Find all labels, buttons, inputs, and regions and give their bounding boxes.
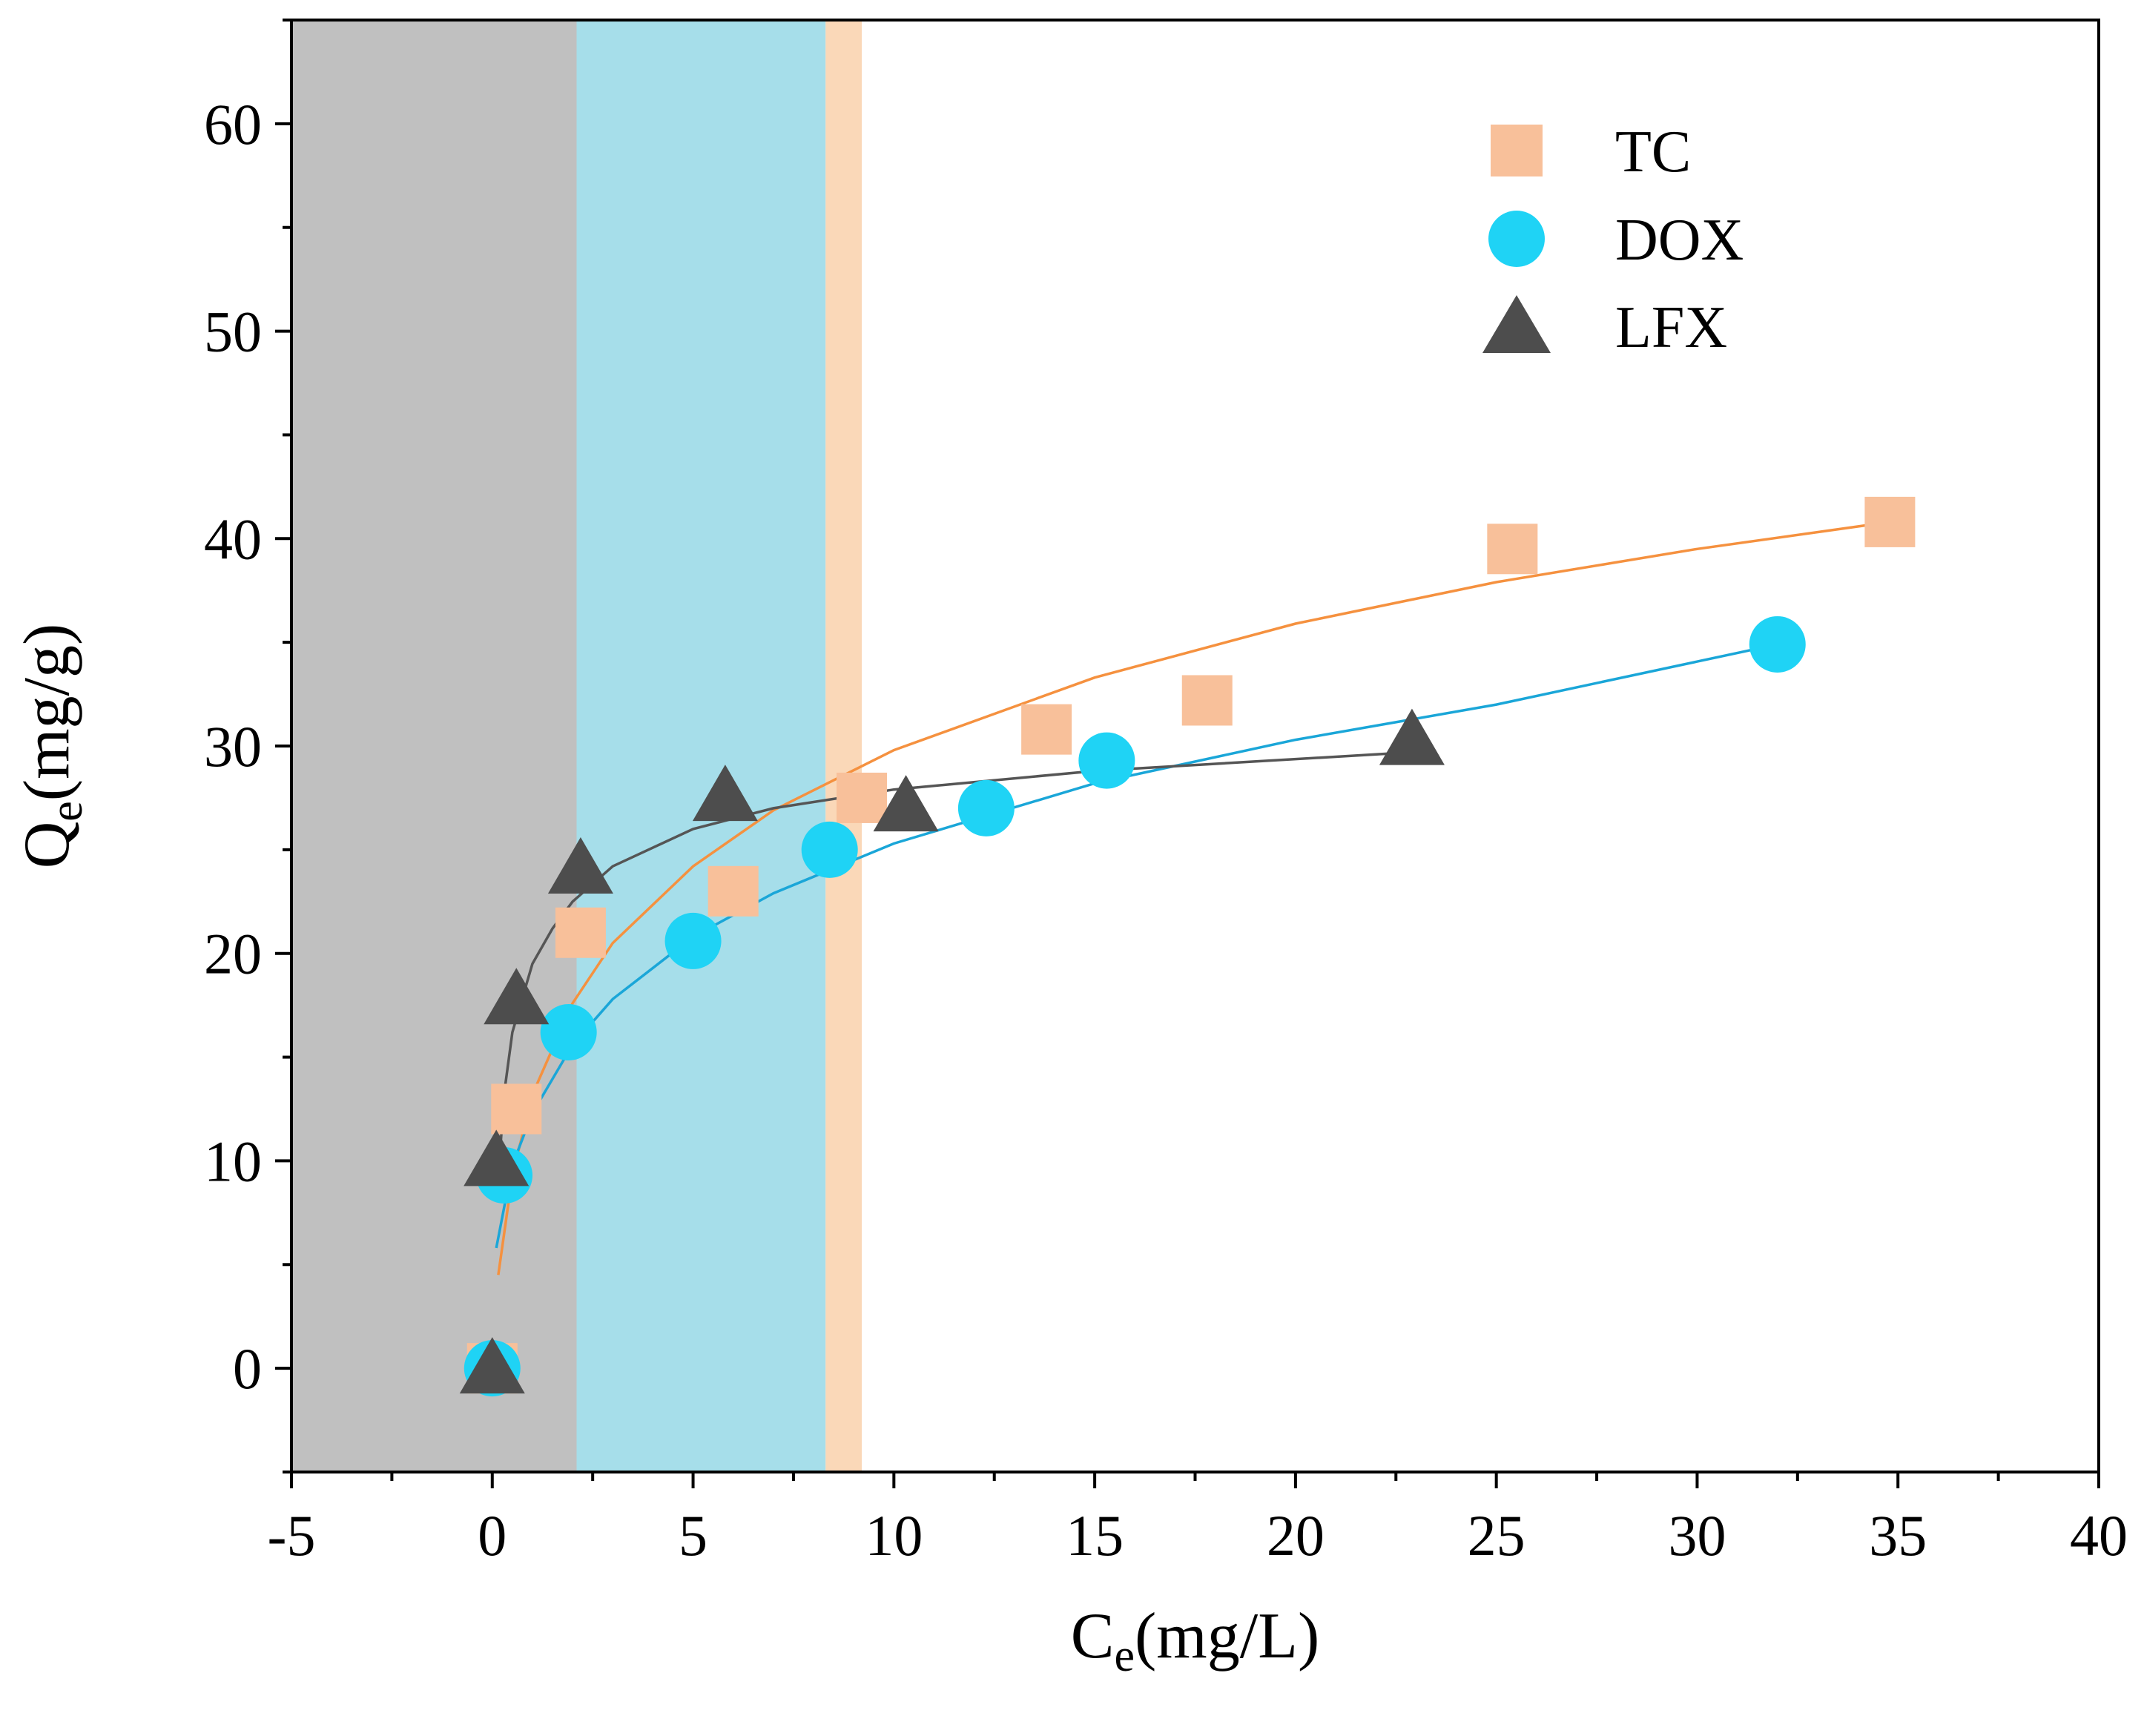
- x-tick-label: 25: [1468, 1503, 1525, 1568]
- data-point-tc: [707, 865, 759, 917]
- legend-item-lfx: LFX: [1482, 295, 1727, 360]
- y-axis-title-main: Q: [11, 822, 83, 869]
- y-tick-label: 30: [204, 714, 262, 779]
- x-tick-label: 5: [679, 1503, 707, 1568]
- data-point-lfx: [692, 765, 758, 822]
- shaded-band-2: [825, 20, 862, 1472]
- legend-label-tc: TC: [1615, 119, 1691, 185]
- y-tick-label: 20: [204, 922, 262, 986]
- data-point-dox: [957, 779, 1015, 836]
- data-point-lfx: [459, 1337, 525, 1394]
- data-point-tc: [1487, 524, 1538, 575]
- y-tick-label: 10: [204, 1129, 262, 1193]
- legend-item-dox: DOX: [1488, 208, 1744, 273]
- data-point-tc: [1181, 675, 1233, 726]
- data-points: [459, 496, 1916, 1397]
- legend-item-tc: TC: [1491, 119, 1691, 185]
- legend: TC DOX LFX: [1482, 119, 1744, 360]
- x-tick-label: 30: [1668, 1503, 1726, 1568]
- x-tick-label: 20: [1267, 1503, 1325, 1568]
- legend-marker-tc: [1491, 125, 1543, 176]
- y-axis-title: Qe(mg/g): [11, 624, 92, 869]
- data-point-dox: [664, 912, 722, 969]
- y-tick-label: 50: [204, 300, 262, 364]
- data-point-tc: [1864, 496, 1916, 547]
- data-point-tc: [1021, 704, 1072, 755]
- data-point-lfx: [464, 1129, 530, 1187]
- data-point-tc: [491, 1083, 542, 1135]
- y-tick-label: 60: [204, 92, 262, 156]
- x-tick-label: 15: [1066, 1503, 1124, 1568]
- data-point-tc: [837, 772, 888, 823]
- shaded-bands: [291, 20, 862, 1472]
- x-tick-label: 35: [1869, 1503, 1927, 1568]
- x-tick-label: 40: [2070, 1503, 2128, 1568]
- data-point-dox: [1749, 615, 1806, 673]
- x-axis-title-unit: (mg/L): [1135, 1600, 1319, 1672]
- data-point-dox: [1078, 732, 1135, 789]
- legend-label-lfx: LFX: [1615, 295, 1727, 360]
- shaded-band-1: [576, 20, 826, 1472]
- data-point-tc: [555, 907, 606, 958]
- series-lfx: [459, 708, 1445, 1394]
- legend-marker-dox: [1488, 211, 1545, 267]
- data-point-lfx: [484, 968, 550, 1025]
- data-point-lfx: [547, 837, 613, 894]
- x-axis-title-subscript: e: [1114, 1631, 1135, 1681]
- data-point-lfx: [873, 775, 939, 832]
- y-tick-label: 0: [233, 1336, 262, 1401]
- x-axis-ticks: -5 0 5 10 15 20 25 30 35 40: [268, 1472, 2128, 1568]
- data-point-lfx: [1379, 708, 1445, 765]
- data-point-dox: [801, 821, 858, 878]
- legend-label-dox: DOX: [1615, 208, 1744, 273]
- legend-marker-lfx: [1482, 295, 1551, 353]
- y-axis-title-unit: (mg/g): [11, 624, 83, 802]
- y-axis-ticks: 0 10 20 30 40 50 60: [204, 19, 291, 1473]
- shaded-band-0: [291, 20, 577, 1472]
- y-axis-title-subscript: e: [42, 801, 92, 822]
- x-tick-label: 10: [865, 1503, 923, 1568]
- y-tick-label: 40: [204, 506, 262, 571]
- x-axis-title: Ce(mg/L): [1071, 1600, 1320, 1681]
- x-tick-label: 0: [478, 1503, 507, 1568]
- x-axis-title-main: C: [1071, 1600, 1115, 1672]
- data-point-dox: [540, 1004, 597, 1061]
- x-tick-label: -5: [268, 1503, 316, 1568]
